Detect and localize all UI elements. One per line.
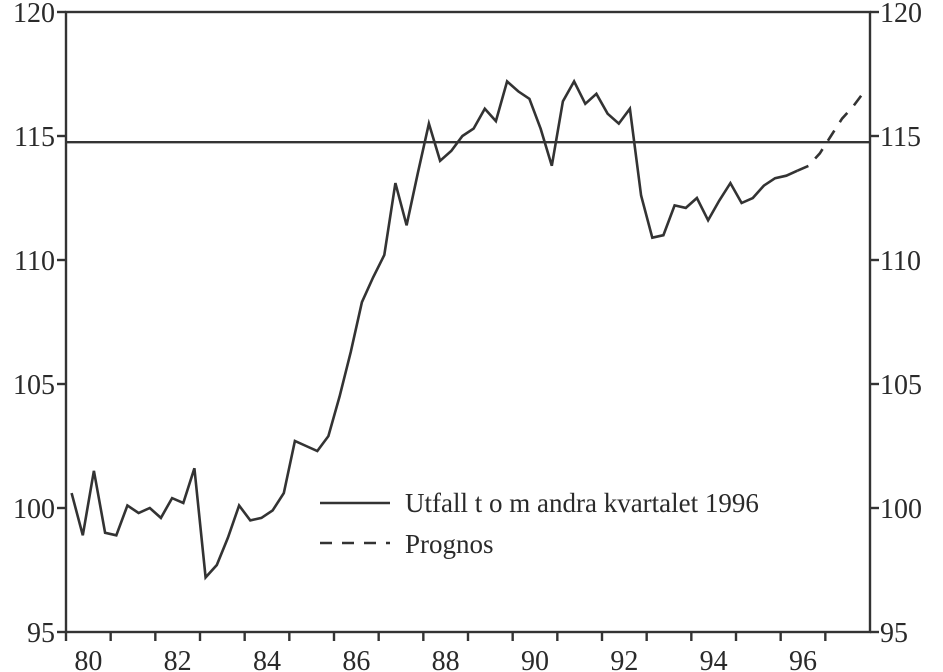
x-tick-label: 92 [610, 646, 638, 672]
y-tick-label-right: 120 [880, 0, 922, 29]
y-tick-label-left: 110 [14, 246, 55, 277]
y-tick-label-right: 110 [880, 246, 921, 277]
y-tick-label-left: 120 [13, 0, 55, 29]
legend: Utfall t o m andra kvartalet 1996 Progno… [320, 488, 759, 559]
y-tick-label-left: 95 [27, 618, 55, 649]
y-tick-label-left: 115 [14, 122, 55, 153]
x-tick-label: 90 [521, 646, 549, 672]
y-tick-label-right: 95 [880, 618, 908, 649]
legend-label-actual: Utfall t o m andra kvartalet 1996 [405, 488, 759, 518]
x-tick-label: 96 [789, 646, 817, 672]
y-tick-label-left: 100 [13, 494, 55, 525]
x-tick-label: 94 [700, 646, 728, 672]
y-tick-label-right: 105 [880, 370, 922, 401]
x-tick-label: 84 [253, 646, 281, 672]
x-tick-label: 80 [74, 646, 102, 672]
legend-label-forecast: Prognos [405, 529, 494, 559]
series-line-actual [70, 78, 798, 581]
x-tick-label: 82 [164, 646, 192, 672]
axes: 95 95 100 100 105 105 110 110 115 115 120 120 80 82 84… [13, 0, 922, 672]
y-tick-label-left: 105 [13, 370, 55, 401]
series-line-forecast [796, 90, 866, 172]
y-tick-label-right: 115 [880, 122, 921, 153]
x-tick-label: 86 [342, 646, 370, 672]
y-tick-label-right: 100 [880, 494, 922, 525]
x-tick-label: 88 [432, 646, 460, 672]
series-lines [70, 78, 866, 581]
